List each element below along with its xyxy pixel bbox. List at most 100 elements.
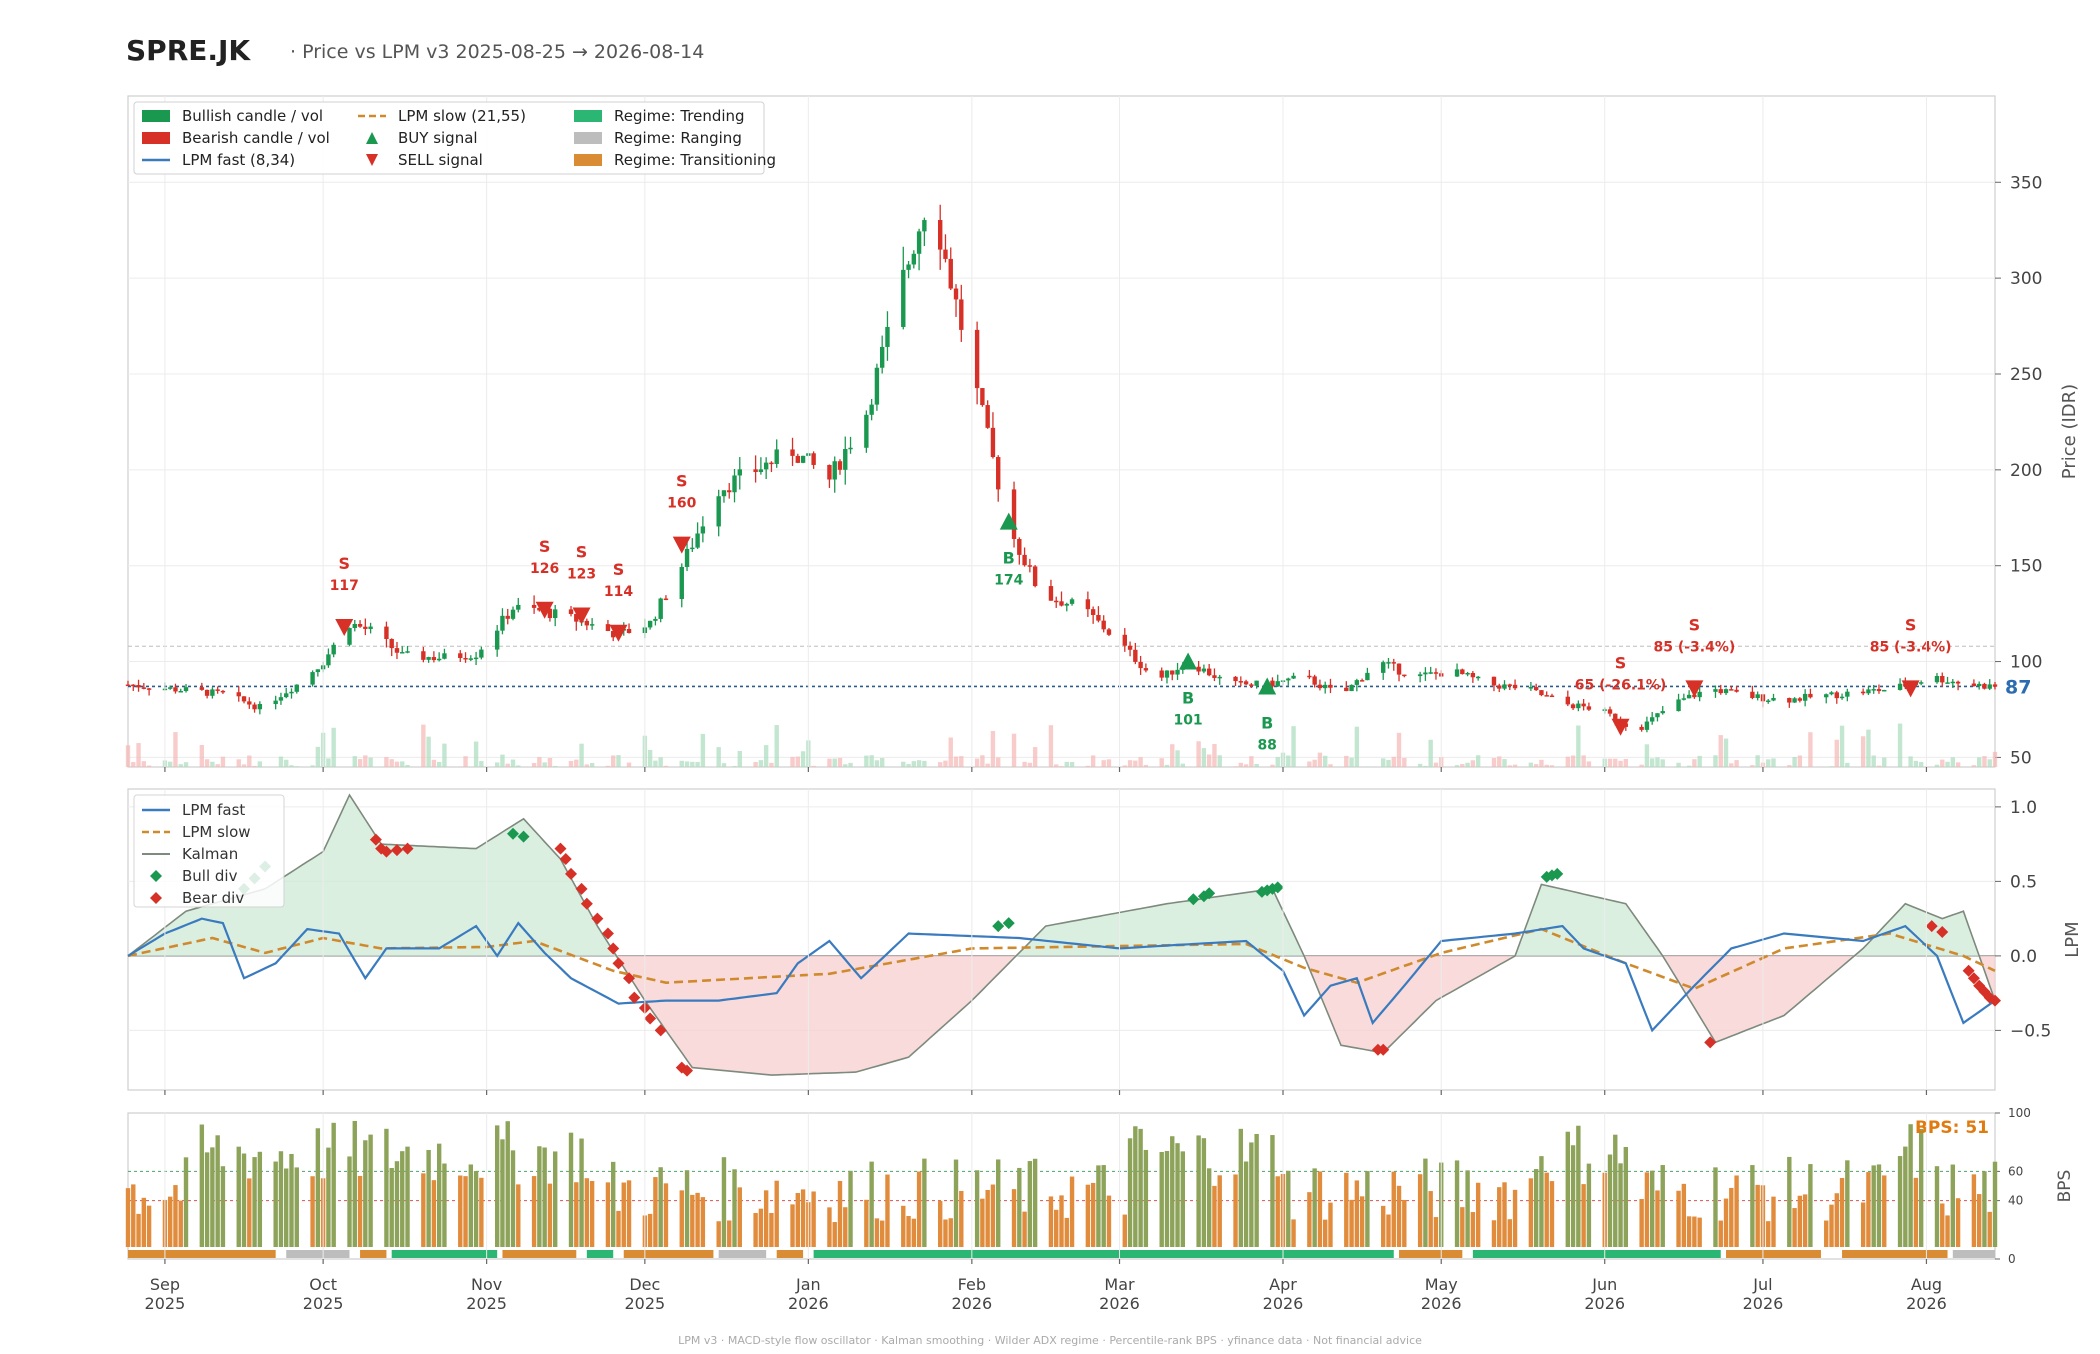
- candle-body: [1476, 677, 1480, 679]
- bps-bar: [1476, 1183, 1480, 1247]
- bps-bar: [1365, 1171, 1369, 1247]
- bps-bar: [421, 1173, 425, 1247]
- candle-body: [506, 616, 510, 619]
- candle-body: [1012, 489, 1016, 539]
- candle-body: [1402, 675, 1406, 677]
- volume-bar: [131, 762, 135, 767]
- volume-bar: [1639, 765, 1643, 767]
- bps-bar: [1286, 1171, 1290, 1247]
- regime-segment: [286, 1250, 349, 1258]
- signal-label: 126: [530, 561, 559, 577]
- y-tick-label: 250: [2010, 365, 2042, 385]
- volume-bar: [1091, 755, 1095, 767]
- candle-body: [1682, 698, 1686, 700]
- y-tick-label: 1.0: [2010, 798, 2037, 818]
- candle-body: [142, 687, 146, 689]
- volume-bar: [1908, 756, 1912, 767]
- volume-bar: [179, 764, 183, 767]
- volume-bar: [147, 766, 151, 767]
- bps-bar: [1276, 1176, 1280, 1247]
- bps-bar: [1829, 1205, 1833, 1247]
- candle-body: [1059, 601, 1063, 605]
- volume-bar: [506, 764, 510, 767]
- signal-label: 123: [567, 567, 596, 583]
- candle-body: [1645, 722, 1649, 730]
- bps-bar: [1808, 1164, 1812, 1247]
- candle-body: [1687, 695, 1691, 698]
- bps-bar: [1798, 1196, 1802, 1247]
- candle-body: [1571, 704, 1575, 708]
- volume-bar: [200, 745, 204, 767]
- candle-body: [495, 631, 499, 650]
- legend-label: Kalman: [182, 845, 238, 863]
- regime-segment: [777, 1250, 803, 1258]
- bps-bar: [215, 1135, 219, 1247]
- bps-bar: [1687, 1216, 1691, 1247]
- candle-body: [437, 659, 441, 661]
- candle-body: [1545, 695, 1549, 697]
- candle-body: [1107, 629, 1111, 634]
- bps-bar: [426, 1150, 430, 1247]
- x-tick-month: Jan: [795, 1275, 821, 1294]
- regime-segment: [502, 1250, 576, 1258]
- volume-bar: [1244, 764, 1248, 767]
- regime-segment: [1953, 1250, 1995, 1258]
- candle-body: [426, 657, 430, 660]
- legend-label: Bear div: [182, 889, 244, 907]
- volume-bar: [590, 763, 594, 767]
- bps-bar: [1697, 1218, 1701, 1247]
- bps-bar: [1434, 1217, 1438, 1247]
- bps-bar: [1307, 1192, 1311, 1247]
- bps-bar: [432, 1180, 436, 1247]
- volume-bar: [1872, 756, 1876, 767]
- y-tick-label: 50: [2010, 748, 2032, 768]
- bps-bar: [1724, 1199, 1728, 1247]
- volume-bar: [295, 766, 299, 767]
- candle-body: [532, 605, 536, 608]
- bps-bar: [827, 1207, 831, 1247]
- candle-body: [1028, 565, 1032, 567]
- volume-bar: [405, 765, 409, 767]
- bps-bar: [759, 1209, 763, 1247]
- bps-bar: [1803, 1194, 1807, 1247]
- candle-body: [606, 624, 610, 631]
- candle-body: [1202, 669, 1206, 672]
- bps-bar: [1618, 1163, 1622, 1247]
- volume-bar: [479, 761, 483, 767]
- volume-bar: [1323, 756, 1327, 767]
- volume-bar: [869, 755, 873, 767]
- volume-bar: [542, 762, 546, 767]
- candle-body: [864, 415, 868, 448]
- candle-body: [1128, 646, 1132, 650]
- candle-body: [358, 624, 362, 627]
- legend-trending-swatch: [574, 110, 602, 122]
- bps-bar: [1919, 1129, 1923, 1247]
- candle-body: [1460, 669, 1464, 674]
- bps-bar: [1993, 1162, 1997, 1247]
- bps-bar: [1866, 1172, 1870, 1247]
- candle-body: [1392, 662, 1396, 664]
- candle-body: [875, 368, 879, 405]
- x-tick-year: 2026: [1906, 1294, 1947, 1313]
- candle-body: [368, 627, 372, 629]
- bps-bar: [1566, 1132, 1570, 1247]
- volume-bar: [242, 764, 246, 767]
- volume-bar: [1977, 757, 1981, 767]
- bps-bar: [1903, 1147, 1907, 1247]
- volume-bar: [173, 732, 177, 767]
- x-tick-year: 2025: [303, 1294, 344, 1313]
- bps-bar: [363, 1140, 367, 1247]
- candle-body: [1824, 694, 1828, 697]
- candle-body: [331, 645, 335, 655]
- volume-bar: [1861, 736, 1865, 767]
- candle-body: [1861, 692, 1865, 694]
- volume-bar: [368, 758, 372, 767]
- legend-bull-swatch: [142, 110, 170, 122]
- bps-bar: [869, 1162, 873, 1247]
- y-tick-label: 0.0: [2010, 947, 2037, 967]
- candle-body: [353, 624, 357, 628]
- volume-bar: [790, 757, 794, 767]
